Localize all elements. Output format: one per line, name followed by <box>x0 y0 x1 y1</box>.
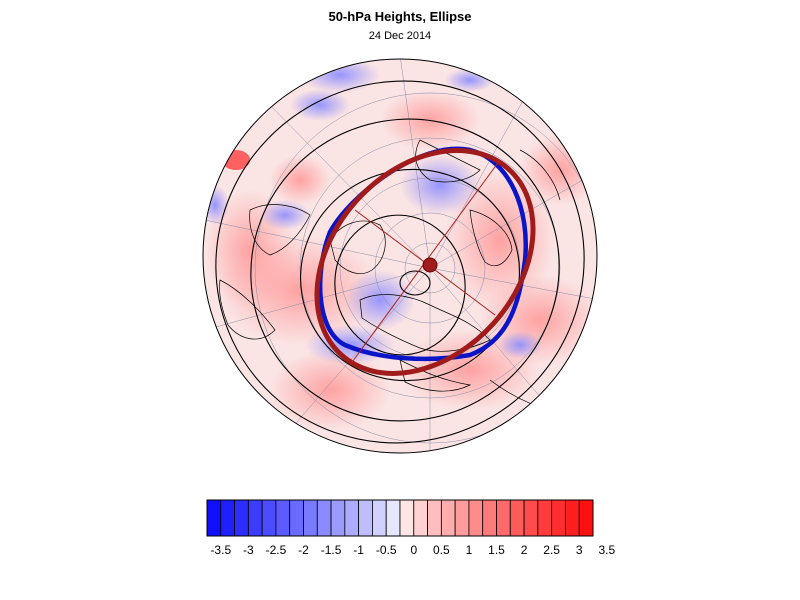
colorbar-cell <box>358 499 373 537</box>
colorbar-cell <box>330 499 346 537</box>
colorbar-cell <box>565 499 580 537</box>
colorbar-cell <box>344 499 360 537</box>
colorbar-cell <box>261 499 277 537</box>
colorbar-tick-label: -3 <box>243 543 254 557</box>
colorbar-cell <box>496 499 511 537</box>
colorbar-cell <box>316 499 332 537</box>
colorbar-tick-label: 2 <box>521 543 528 557</box>
height-contours <box>215 80 585 444</box>
colorbar-cell <box>578 499 594 537</box>
colorbar-cell <box>289 499 304 537</box>
colorbar-tick-label: -2 <box>298 543 309 557</box>
chart-date: 24 Dec 2014 <box>368 30 432 42</box>
colorbar-tick-label: -0.5 <box>376 543 397 557</box>
colorbar-cell <box>385 499 401 537</box>
colorbar-cell <box>454 499 470 537</box>
colorbar-tick-label: 0 <box>410 543 417 557</box>
colorbar-cell <box>206 499 222 537</box>
colorbar-frame <box>206 499 594 537</box>
anomaly-field <box>203 59 597 453</box>
coastlines <box>219 139 561 411</box>
colorbar-cell <box>220 499 235 537</box>
colorbar-tick-label: -3.5 <box>210 543 231 557</box>
colorbar-cell <box>551 499 566 537</box>
colorbar-tick-label: 3 <box>576 543 583 557</box>
colorbar-cell <box>440 499 456 537</box>
colorbar-cell <box>399 499 415 537</box>
colorbar-cells <box>206 499 594 537</box>
ellipse-center-marker <box>422 257 438 273</box>
colorbar-cell <box>247 499 263 537</box>
chart-title: 50-hPa Heights, Ellipse <box>328 9 472 24</box>
colorbar-tick-label: 1.5 <box>488 543 505 557</box>
colorbar-tick-label: -1.5 <box>321 543 342 557</box>
colorbar-cell <box>427 499 442 537</box>
colorbar-tick-label: 2.5 <box>543 543 560 557</box>
colorbar-cell <box>234 499 249 537</box>
colorbar-cell <box>509 499 525 537</box>
colorbar-tick-label: -2.5 <box>266 543 287 557</box>
colorbar-cell <box>413 499 428 537</box>
colorbar-labels: -3.5 -3 -2.5 -2 -1.5 -1 -0.5 0 0.5 1 1.5 2 2.5 3 3.5 <box>210 543 615 557</box>
globe-outline <box>202 58 598 454</box>
colorbar-cell <box>372 499 387 537</box>
colorbar-cell <box>303 499 318 537</box>
colorbar-tick-label: 0.5 <box>433 543 450 557</box>
colorbar-tick-label: -1 <box>353 543 364 557</box>
colorbar-cell <box>537 499 553 537</box>
fitted-ellipse <box>314 148 536 376</box>
colorbar-cell <box>468 499 484 537</box>
colorbar-cell <box>523 499 539 537</box>
colorbar-cell <box>482 499 497 537</box>
colorbar-tick-label: 1 <box>466 543 473 557</box>
colorbar-tick-label: 3.5 <box>598 543 615 557</box>
colorbar-cell <box>275 499 291 537</box>
